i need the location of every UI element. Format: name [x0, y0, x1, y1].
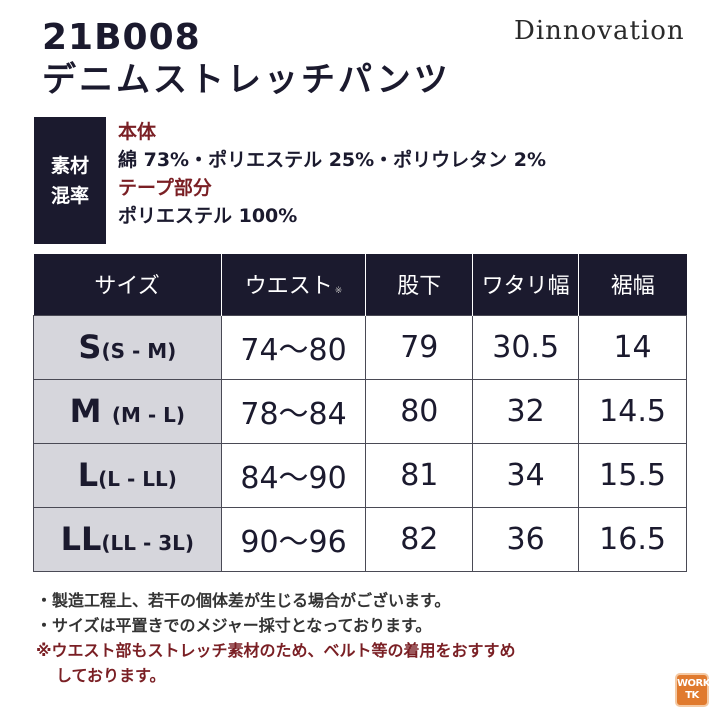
material-composition: 本体 綿 73%・ポリエステル 25%・ポリウレタン 2% テープ部分 ポリエス… — [118, 118, 546, 230]
thigh-cell: 34 — [472, 442, 580, 508]
logo-line1: WORK — [677, 678, 710, 689]
hem-cell: 16.5 — [578, 506, 687, 572]
product-code: 21B008 — [42, 17, 201, 58]
note-measurement-method: ・サイズは平置きでのメジャー採寸となっております。 — [36, 616, 432, 635]
size-cell: M (M - L) — [33, 378, 222, 444]
table-row: M (M - L) 78～84 80 32 14.5 — [33, 378, 687, 444]
hem-cell: 14 — [578, 314, 687, 380]
table-row: L(L - LL) 84～90 81 34 15.5 — [33, 442, 687, 508]
header-hem: 裾幅 — [578, 254, 687, 315]
inseam-cell: 80 — [365, 378, 474, 444]
size-range: (S - M) — [101, 339, 177, 363]
note-belt-recommendation-line2: しております。 — [56, 666, 166, 685]
waist-cell: 74～80 — [220, 314, 367, 380]
size-table-header: サイズ ウエスト ※ 股下 ワタリ幅 裾幅 — [33, 254, 687, 315]
waist-cell: 90～96 — [220, 506, 367, 572]
size-label: S — [78, 328, 102, 366]
material-label-box: 素材 混率 — [34, 117, 106, 244]
table-row: S(S - M) 74～80 79 30.5 14 — [33, 314, 687, 380]
header-thigh: ワタリ幅 — [472, 254, 579, 315]
note-manufacturing-variance: ・製造工程上、若干の個体差が生じる場合がございます。 — [36, 591, 451, 610]
note-belt-recommendation-cont: しております。 — [36, 663, 516, 688]
header-size: サイズ — [33, 254, 222, 315]
inseam-cell: 81 — [365, 442, 474, 508]
material-heading-tape: テープ部分 — [118, 177, 212, 199]
material-label-line2: 混率 — [50, 184, 89, 207]
brand-name: Dinnovation — [514, 16, 685, 46]
header-inseam: 股下 — [365, 254, 473, 315]
note-belt-recommendation: ※ウエスト部もストレッチ素材のため、ベルト等の着用をおすすめ — [36, 641, 516, 660]
size-cell: LL(LL - 3L) — [33, 506, 222, 572]
material-tape-composition: ポリエステル 100% — [118, 205, 298, 227]
size-range: (M - L) — [111, 403, 186, 427]
inseam-cell: 79 — [365, 314, 474, 380]
material-heading-body: 本体 — [118, 121, 157, 143]
product-name: デニムストレッチパンツ — [42, 60, 451, 100]
size-label: M — [69, 392, 102, 430]
hem-cell: 15.5 — [578, 442, 687, 508]
thigh-cell: 30.5 — [472, 314, 580, 380]
waist-cell: 84～90 — [220, 442, 367, 508]
table-row: LL(LL - 3L) 90～96 82 36 16.5 — [33, 506, 687, 572]
waist-cell: 78～84 — [220, 378, 367, 444]
material-label-line1: 素材 — [50, 154, 89, 177]
work-tk-logo: WORK TK — [675, 673, 710, 707]
size-range: (LL - 3L) — [101, 531, 195, 555]
hem-cell: 14.5 — [578, 378, 687, 444]
header-waist: ウエスト ※ — [220, 254, 366, 315]
thigh-cell: 36 — [472, 506, 580, 572]
size-range: (L - LL) — [98, 467, 177, 491]
size-label: L — [77, 456, 99, 494]
notes: ・製造工程上、若干の個体差が生じる場合がございます。 ・サイズは平置きでのメジャ… — [36, 588, 516, 688]
waist-note-mark: ※ — [334, 286, 343, 297]
header-waist-label: ウエスト — [244, 274, 333, 300]
size-table: サイズ ウエスト ※ 股下 ワタリ幅 裾幅 S(S - M) 74～80 79 3… — [33, 254, 687, 572]
material-body-composition: 綿 73%・ポリエステル 25%・ポリウレタン 2% — [118, 149, 547, 171]
size-cell: S(S - M) — [33, 314, 222, 380]
inseam-cell: 82 — [365, 506, 474, 572]
size-label: LL — [60, 520, 102, 558]
logo-line2: TK — [685, 690, 699, 701]
size-cell: L(L - LL) — [33, 442, 222, 508]
thigh-cell: 32 — [472, 378, 580, 444]
